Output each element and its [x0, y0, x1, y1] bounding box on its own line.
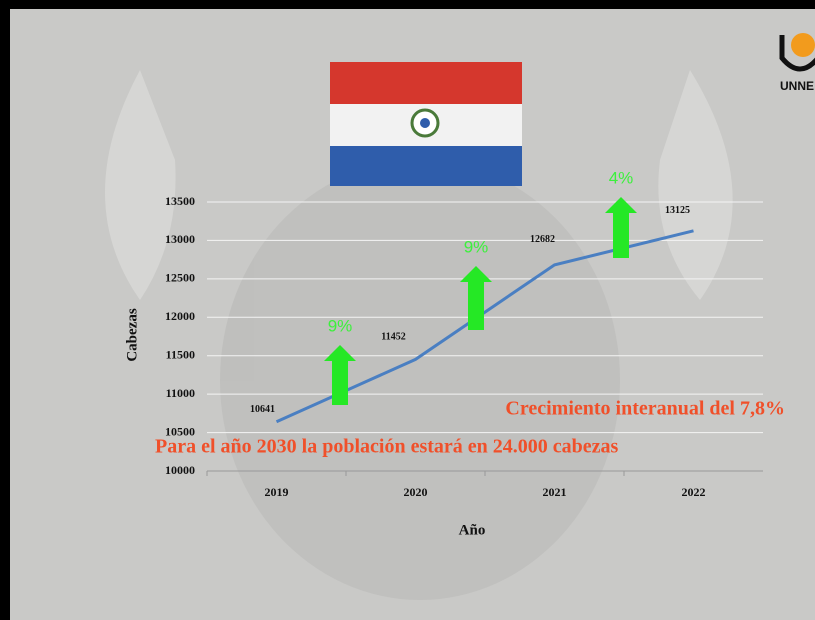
- growth-label: 9%: [464, 237, 489, 256]
- x-tick-label: 2022: [682, 485, 706, 499]
- paraguay-flag: [330, 62, 522, 186]
- annotation: Para el año 2030 la población estará en …: [155, 436, 619, 458]
- y-tick-label: 11500: [166, 347, 195, 361]
- growth-label: 4%: [609, 168, 634, 187]
- slide: UNNE Año Cabezas Crecimiento interanual …: [0, 0, 815, 620]
- y-axis-title: Cabezas: [124, 308, 140, 361]
- x-tick-label: 2021: [543, 485, 567, 499]
- logo-text: UNNE: [780, 79, 814, 93]
- y-tick-label: 12500: [165, 271, 195, 285]
- y-tick-label: 11000: [166, 386, 195, 400]
- annotation: Crecimiento interanual del 7,8%: [505, 398, 785, 420]
- data-label: 13125: [665, 205, 690, 216]
- x-tick-label: 2019: [265, 485, 289, 499]
- data-label: 10641: [250, 404, 275, 415]
- data-label: 12682: [530, 234, 555, 245]
- x-axis-title: Año: [459, 522, 486, 538]
- x-tick-label: 2020: [404, 485, 428, 499]
- y-tick-label: 12000: [165, 309, 195, 323]
- y-tick-label: 13500: [165, 194, 195, 208]
- y-tick-label: 10000: [165, 463, 195, 477]
- data-label: 11452: [381, 332, 405, 343]
- page: {"chart_data": {"type": "line", "logo": …: [0, 0, 815, 620]
- y-tick-label: 10500: [165, 424, 195, 438]
- y-tick-label: 13000: [165, 232, 195, 246]
- growth-label: 9%: [328, 316, 353, 335]
